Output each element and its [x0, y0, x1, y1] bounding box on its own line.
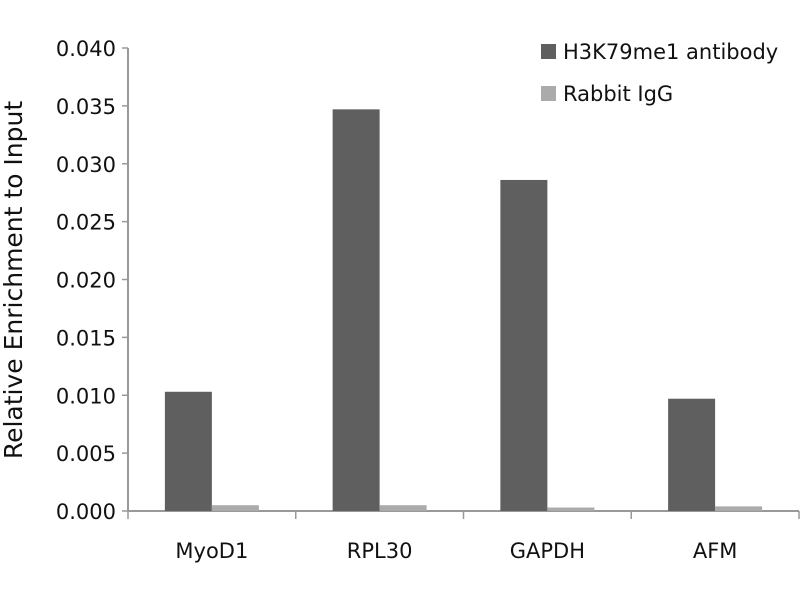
y-tick-label: 0.000 [56, 500, 116, 524]
x-tick-label: MyoD1 [175, 539, 248, 563]
y-tick-label: 0.030 [56, 153, 116, 177]
y-tick-label: 0.040 [56, 37, 116, 61]
bar-MyoD1-antibody [164, 391, 212, 511]
bar-AFM-igg [715, 506, 763, 511]
y-tick-label: 0.005 [56, 442, 116, 466]
legend-swatch [541, 86, 556, 101]
y-tick-label: 0.025 [56, 211, 116, 235]
x-tick-label: GAPDH [510, 539, 585, 563]
y-tick-label: 0.020 [56, 269, 116, 293]
legend-label: H3K79me1 antibody [563, 40, 778, 64]
bar-RPL30-antibody [332, 109, 380, 511]
y-tick-label: 0.010 [56, 384, 116, 408]
legend-label: Rabbit IgG [563, 82, 673, 106]
y-tick-label: 0.035 [56, 95, 116, 119]
y-axis-label: Relative Enrichment to Input [0, 101, 28, 460]
bar-AFM-antibody [668, 398, 716, 511]
bar-GAPDH-igg [547, 507, 595, 511]
x-tick-label: AFM [693, 539, 738, 563]
legend-swatch [541, 44, 556, 59]
bar-MyoD1-igg [211, 505, 259, 511]
y-tick-label: 0.015 [56, 326, 116, 350]
bar-GAPDH-antibody [500, 179, 548, 511]
x-tick-label: RPL30 [347, 539, 413, 563]
bar-RPL30-igg [379, 505, 427, 511]
